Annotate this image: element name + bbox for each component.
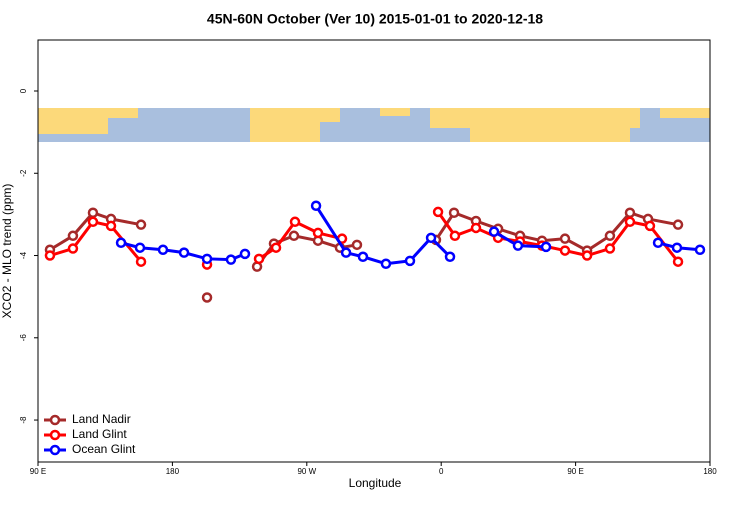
- data-point: [470, 222, 482, 234]
- plot-frame: [37, 39, 711, 463]
- data-point: [694, 244, 706, 256]
- data-point: [425, 232, 437, 244]
- data-point: [67, 230, 79, 242]
- x-tick-label: 180: [166, 467, 180, 476]
- y-tick-label: -4: [19, 251, 28, 259]
- data-point: [201, 253, 213, 265]
- data-point: [239, 248, 251, 260]
- data-point: [157, 244, 169, 256]
- y-axis-label: XCO2 - MLO trend (ppm): [0, 184, 14, 319]
- data-point: [312, 227, 324, 239]
- legend-label: Land Glint: [72, 427, 127, 441]
- y-tick-label: 0: [19, 88, 28, 93]
- data-point: [559, 245, 571, 256]
- x-tick-label: 90 E: [30, 467, 46, 476]
- data-point: [512, 240, 524, 251]
- data-point: [604, 243, 616, 254]
- data-point: [135, 219, 147, 230]
- x-tick-label: 90 E: [567, 467, 583, 476]
- legend-marker: [49, 444, 61, 456]
- x-tick-label: 0: [439, 467, 444, 476]
- data-point: [672, 256, 684, 267]
- data-point: [444, 251, 456, 263]
- chart-title: 45N-60N October (Ver 10) 2015-01-01 to 2…: [207, 11, 543, 27]
- data-point: [67, 243, 79, 254]
- data-point: [253, 253, 265, 265]
- data-point: [44, 250, 56, 261]
- data-point: [644, 220, 656, 232]
- legend-label: Ocean Glint: [72, 442, 136, 456]
- legend-marker: [49, 429, 61, 441]
- legend-marker: [49, 414, 61, 426]
- data-point: [201, 292, 213, 303]
- data-point: [581, 250, 593, 261]
- data-point: [225, 254, 237, 265]
- data-point: [559, 233, 571, 244]
- data-point: [488, 226, 500, 237]
- data-point: [448, 207, 460, 218]
- data-point: [652, 237, 664, 249]
- data-point: [134, 242, 146, 253]
- data-point: [624, 207, 636, 218]
- data-point: [449, 230, 461, 242]
- data-point: [105, 220, 117, 232]
- data-point: [178, 247, 190, 258]
- data-point: [351, 239, 363, 251]
- data-point: [270, 242, 282, 253]
- data-point: [672, 219, 684, 230]
- data-point: [404, 255, 416, 267]
- map-band: [38, 108, 710, 142]
- data-point: [87, 207, 99, 218]
- legend-label: Land Nadir: [72, 412, 131, 426]
- data-point: [87, 216, 99, 228]
- data-point: [671, 242, 683, 253]
- data-point: [135, 256, 147, 267]
- y-tick-label: -2: [19, 169, 28, 177]
- data-point: [604, 230, 616, 242]
- data-point: [380, 258, 392, 270]
- x-tick-label: 180: [703, 467, 717, 476]
- data-point: [432, 206, 444, 218]
- data-point: [289, 216, 301, 228]
- data-point: [340, 247, 352, 258]
- data-point: [115, 237, 127, 249]
- data-point: [624, 216, 636, 228]
- x-axis-label: Longitude: [349, 476, 402, 490]
- y-tick-label: -6: [19, 334, 28, 342]
- data-point: [310, 200, 322, 212]
- data-point: [288, 230, 300, 242]
- data-point: [357, 251, 369, 263]
- data-point: [540, 241, 552, 253]
- x-tick-label: 90 W: [297, 467, 316, 476]
- y-tick-label: -8: [19, 416, 28, 424]
